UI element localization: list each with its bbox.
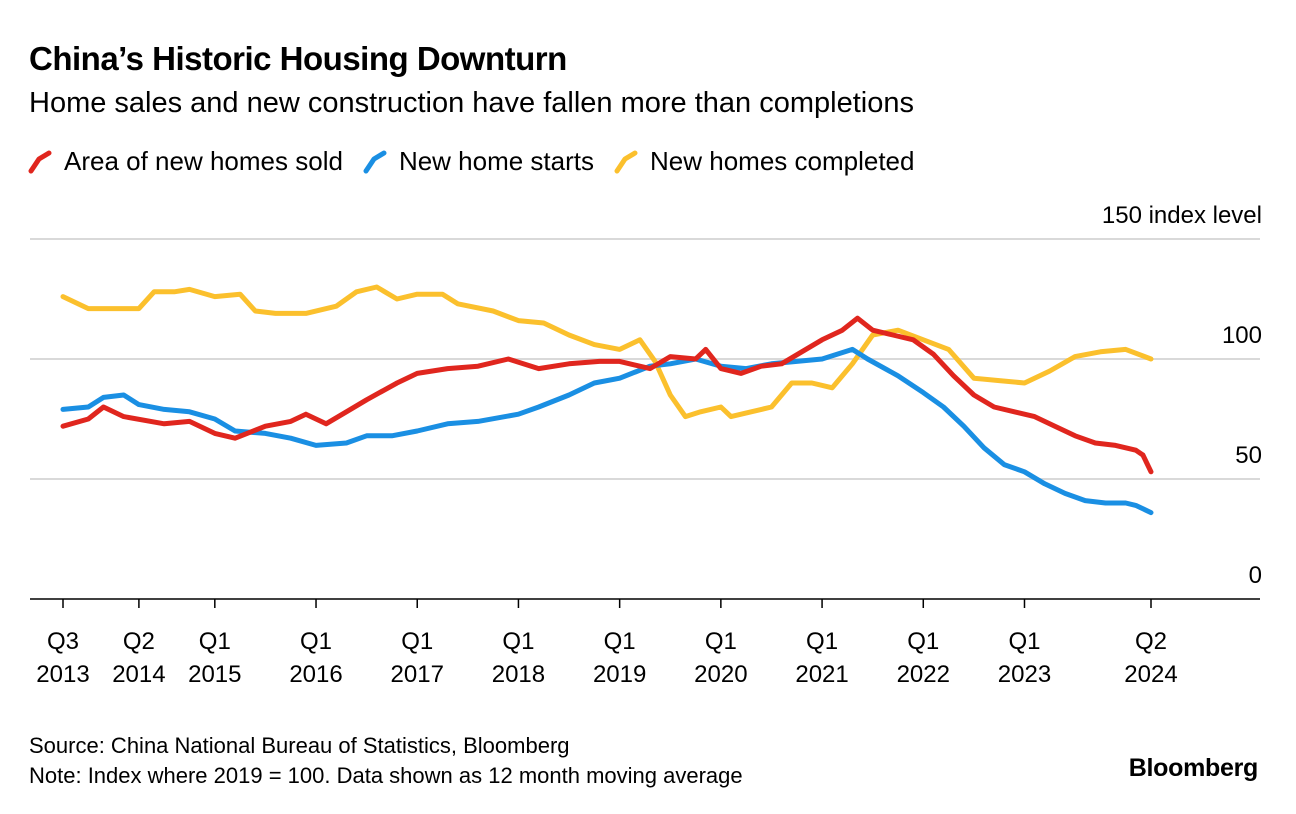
- legend-label-starts: New home starts: [398, 146, 595, 176]
- x-tick-label-quarter: Q1: [1008, 628, 1040, 655]
- x-tick-label-year: 2022: [897, 661, 950, 688]
- x-tick-label-quarter: Q1: [705, 628, 737, 655]
- x-tick-label-quarter: Q1: [199, 628, 231, 655]
- x-tick-label-quarter: Q1: [300, 628, 332, 655]
- series-line-new-homes-completed: [60, 284, 1154, 420]
- y-tick-label: 100: [1222, 322, 1262, 349]
- x-tick-label-quarter: Q1: [401, 628, 433, 655]
- x-tick-label-quarter: Q1: [907, 628, 939, 655]
- legend-item-sold: Area of new homes sold: [28, 146, 343, 177]
- x-tick-label-year: 2019: [593, 661, 646, 688]
- legend-label-completed: New homes completed: [650, 146, 915, 176]
- x-tick-label-quarter: Q2: [123, 628, 155, 655]
- legend-swatch-sold-icon: [28, 149, 52, 175]
- x-tick-label-year: 2015: [188, 661, 241, 688]
- x-tick-label-quarter: Q1: [502, 628, 534, 655]
- legend-item-starts: New home starts: [363, 146, 594, 177]
- source-note: Source: China National Bureau of Statist…: [29, 733, 570, 758]
- legend-swatch-starts-icon: [363, 149, 387, 175]
- series-line-area-of-new-homes-sold: [60, 315, 1154, 475]
- bloomberg-logo: Bloomberg: [1128, 754, 1259, 782]
- x-tick-label-year: 2020: [694, 661, 747, 688]
- series-line-new-home-starts: [60, 346, 1154, 516]
- chart-footer: Source: China National Bureau of Statist…: [29, 731, 743, 791]
- legend: Area of new homes sold New home starts N…: [28, 146, 934, 177]
- x-tick-label-year: 2016: [289, 661, 342, 688]
- x-tick-label-year: 2024: [1124, 661, 1177, 688]
- x-tick-label-year: 2023: [998, 661, 1051, 688]
- legend-label-sold: Area of new homes sold: [64, 146, 343, 176]
- x-tick-label-year: 2018: [492, 661, 545, 688]
- y-tick-label: 50: [1235, 442, 1262, 469]
- chart-title: China’s Historic Housing Downturn: [29, 40, 567, 77]
- x-tick-label-year: 2021: [795, 661, 848, 688]
- x-tick-label-quarter: Q1: [604, 628, 636, 655]
- x-tick-label-year: 2014: [112, 661, 165, 688]
- x-tick-label-year: 2017: [391, 661, 444, 688]
- y-tick-label: 150 index level: [1102, 202, 1262, 229]
- y-tick-label: 0: [1249, 562, 1262, 589]
- x-tick-label-quarter: Q1: [806, 628, 838, 655]
- legend-item-completed: New homes completed: [614, 146, 914, 177]
- x-tick-label-year: 2013: [36, 661, 89, 688]
- legend-swatch-completed-icon: [614, 149, 638, 175]
- chart-subtitle: Home sales and new construction have fal…: [29, 87, 914, 119]
- index-note: Note: Index where 2019 = 100. Data shown…: [29, 763, 743, 788]
- x-tick-label-quarter: Q3: [47, 628, 79, 655]
- x-tick-label-quarter: Q2: [1135, 628, 1167, 655]
